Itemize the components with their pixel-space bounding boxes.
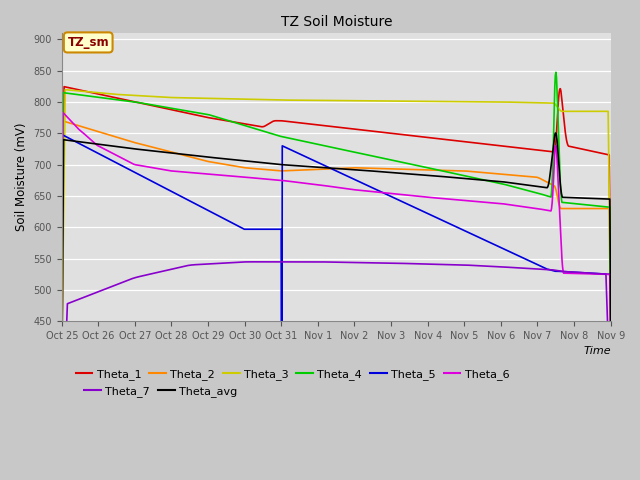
Theta_4 <box>280 134 288 140</box>
Theta_avg <box>114 144 122 150</box>
Theta_5 <box>58 132 66 137</box>
Theta_2 <box>115 135 122 141</box>
Theta_5 <box>436 216 444 222</box>
Theta_avg <box>486 178 494 183</box>
Theta_3 <box>115 92 122 97</box>
Theta_2 <box>58 360 66 365</box>
Line: Theta_6: Theta_6 <box>62 112 611 406</box>
Theta_1 <box>58 342 66 348</box>
Theta_4 <box>552 70 560 75</box>
Line: Theta_avg: Theta_avg <box>62 133 611 372</box>
Text: Time: Time <box>583 346 611 356</box>
Theta_3 <box>607 313 614 319</box>
Legend: Theta_7, Theta_avg: Theta_7, Theta_avg <box>80 382 242 402</box>
Theta_3 <box>300 97 308 103</box>
Theta_7 <box>58 451 66 457</box>
Theta_7 <box>486 264 494 269</box>
Theta_6 <box>280 178 288 183</box>
Theta_7 <box>436 262 444 267</box>
Theta_1 <box>115 96 122 101</box>
Theta_avg <box>280 162 288 168</box>
Line: Theta_2: Theta_2 <box>62 121 611 362</box>
Theta_1 <box>280 118 288 124</box>
Theta_5 <box>607 272 614 277</box>
Theta_4 <box>435 167 443 173</box>
Theta_6 <box>300 180 308 186</box>
Theta_4 <box>496 180 504 186</box>
Theta_7 <box>497 264 504 270</box>
Theta_4 <box>607 363 614 369</box>
Theta_6 <box>436 195 444 201</box>
Theta_2 <box>300 167 308 173</box>
Theta_6 <box>497 201 504 206</box>
Line: Theta_7: Theta_7 <box>62 262 611 454</box>
Theta_3 <box>61 87 69 93</box>
Theta_5 <box>497 244 504 250</box>
Theta_6 <box>115 154 122 159</box>
Theta_1 <box>497 143 504 149</box>
Theta_6 <box>58 306 66 312</box>
Title: TZ Soil Moisture: TZ Soil Moisture <box>280 15 392 29</box>
Line: Theta_1: Theta_1 <box>62 87 611 345</box>
Theta_3 <box>280 97 288 103</box>
Theta_2 <box>486 170 494 176</box>
Theta_5 <box>114 161 122 167</box>
Theta_avg <box>435 173 443 179</box>
Theta_2 <box>60 119 68 124</box>
Theta_4 <box>486 178 494 184</box>
Theta_2 <box>607 354 614 360</box>
Theta_avg <box>552 130 559 136</box>
Theta_2 <box>436 168 444 173</box>
Theta_avg <box>58 369 66 374</box>
Theta_1 <box>436 136 444 142</box>
Theta_3 <box>58 344 66 349</box>
Text: TZ_sm: TZ_sm <box>67 36 109 49</box>
Theta_6 <box>486 200 494 205</box>
Theta_avg <box>607 331 614 337</box>
Theta_5 <box>486 240 494 246</box>
Theta_6 <box>607 403 614 409</box>
Theta_3 <box>436 98 444 104</box>
Theta_7 <box>280 259 288 265</box>
Theta_2 <box>497 171 504 177</box>
Theta_3 <box>497 99 504 105</box>
Theta_1 <box>60 84 68 90</box>
Theta_6 <box>59 109 67 115</box>
Theta_4 <box>300 138 308 144</box>
Line: Theta_4: Theta_4 <box>62 72 611 366</box>
Theta_7 <box>300 259 308 265</box>
Line: Theta_3: Theta_3 <box>62 90 611 347</box>
Theta_5 <box>300 153 308 159</box>
Theta_4 <box>58 294 66 300</box>
Theta_3 <box>486 99 494 105</box>
Theta_2 <box>280 168 288 174</box>
Y-axis label: Soil Moisture (mV): Soil Moisture (mV) <box>15 123 28 231</box>
Theta_7 <box>607 420 614 425</box>
Theta_4 <box>114 97 122 103</box>
Theta_7 <box>246 259 253 265</box>
Line: Theta_5: Theta_5 <box>62 134 611 480</box>
Theta_avg <box>300 163 308 169</box>
Theta_1 <box>607 321 614 326</box>
Theta_7 <box>114 281 122 287</box>
Theta_1 <box>300 120 308 126</box>
Theta_1 <box>486 142 494 147</box>
Theta_5 <box>280 144 288 150</box>
Theta_avg <box>496 179 504 184</box>
